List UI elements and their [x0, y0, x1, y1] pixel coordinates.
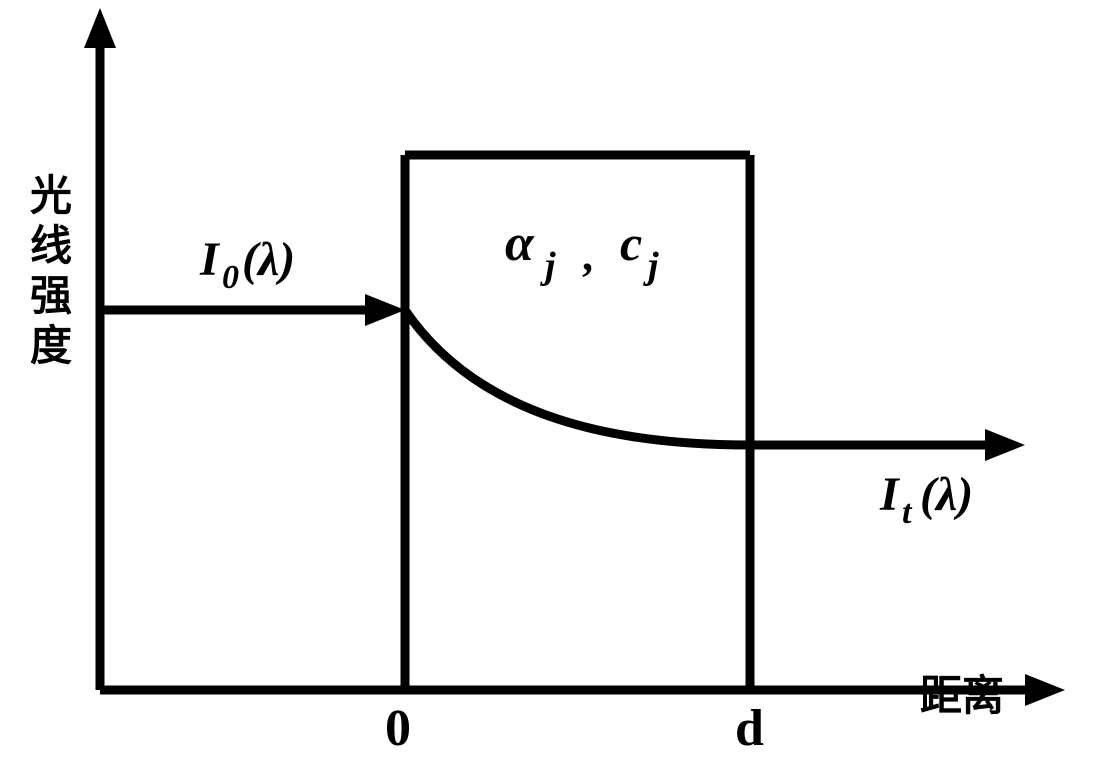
medium-alpha: α	[505, 215, 535, 272]
outgoing-ray-arrowhead	[985, 429, 1025, 461]
y-axis-label-char-1: 光	[30, 173, 72, 220]
medium-comma: ,	[582, 231, 593, 280]
medium-c-sub: j	[643, 245, 659, 287]
outgoing-label-arg: (λ)	[920, 468, 973, 521]
outgoing-label-sub: t	[902, 494, 913, 531]
medium-label: α j , c j	[505, 215, 659, 287]
y-axis-label-char-4: 度	[30, 323, 72, 370]
medium-c: c	[620, 215, 642, 271]
y-axis-label-char-2: 线	[30, 223, 72, 270]
medium-alpha-sub: j	[540, 245, 556, 287]
x-axis-label: 距离	[920, 673, 1004, 720]
y-axis-arrowhead	[84, 8, 116, 48]
beer-lambert-diagram: 光 线 强 度 距离 0 d I 0 (λ) α j , c j I t (λ)	[0, 0, 1098, 764]
incoming-label-I: I	[199, 233, 221, 286]
incoming-label-arg: (λ)	[242, 233, 295, 286]
incoming-label-sub: 0	[222, 259, 239, 296]
tick-zero: 0	[385, 700, 411, 757]
tick-d: d	[735, 700, 764, 757]
x-axis-arrowhead	[1025, 674, 1065, 706]
decay-curve	[405, 310, 750, 445]
outgoing-label: I t (λ)	[879, 468, 973, 531]
y-axis-label-char-3: 强	[30, 274, 72, 320]
outgoing-label-I: I	[879, 468, 901, 521]
incoming-label: I 0 (λ)	[199, 233, 295, 296]
incoming-ray-arrowhead	[365, 294, 405, 326]
